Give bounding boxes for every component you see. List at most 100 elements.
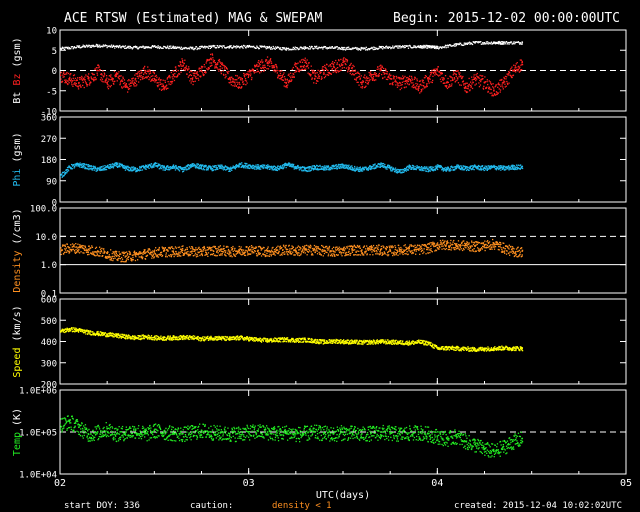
data-point bbox=[78, 328, 80, 331]
series-speed bbox=[60, 327, 524, 352]
data-point bbox=[106, 165, 109, 168]
y-axis-label-phi: Phi (gsm) bbox=[12, 132, 23, 186]
data-point bbox=[398, 45, 401, 48]
panel-speed: 600 500 400 300 200 Speed (km/s) bbox=[12, 296, 627, 391]
y-axis-label-speed: Speed (km/s) bbox=[12, 305, 23, 377]
x-tick-label: 03 bbox=[243, 478, 255, 489]
data-point bbox=[257, 430, 259, 432]
data-point bbox=[200, 165, 203, 168]
data-point bbox=[78, 426, 80, 429]
data-point bbox=[144, 252, 146, 255]
data-point bbox=[427, 246, 429, 249]
data-point bbox=[502, 41, 505, 44]
data-point bbox=[370, 73, 373, 76]
data-point bbox=[417, 45, 420, 48]
data-point bbox=[408, 432, 410, 434]
data-point bbox=[389, 249, 392, 252]
data-point bbox=[313, 339, 316, 342]
data-point bbox=[68, 246, 71, 249]
data-point bbox=[342, 46, 344, 49]
data-point bbox=[323, 249, 325, 252]
data-point bbox=[379, 46, 382, 48]
data-point bbox=[134, 77, 137, 80]
data-point bbox=[191, 250, 194, 253]
data-point bbox=[351, 432, 354, 434]
data-point bbox=[521, 165, 524, 168]
data-point bbox=[455, 165, 458, 168]
data-point bbox=[361, 433, 363, 435]
panel-temp: 1.0E+06 1.0E+05 1.0E+04 Temp (K) bbox=[12, 387, 627, 481]
data-point bbox=[172, 250, 175, 253]
data-point bbox=[210, 249, 212, 252]
data-point bbox=[219, 249, 222, 251]
data-point bbox=[455, 43, 458, 46]
panel-phi: 360 270 180 90 0 Phi (gsm) bbox=[12, 114, 627, 209]
data-point bbox=[370, 165, 373, 168]
data-point bbox=[219, 65, 222, 68]
data-point bbox=[427, 77, 429, 80]
data-point bbox=[266, 431, 269, 433]
data-point bbox=[96, 69, 99, 72]
data-point bbox=[153, 336, 156, 339]
data-point bbox=[417, 248, 420, 251]
y-tick-label: 5 bbox=[52, 47, 57, 57]
data-point bbox=[332, 165, 335, 168]
data-point bbox=[436, 69, 439, 72]
data-point bbox=[361, 81, 363, 84]
data-point bbox=[153, 45, 156, 48]
data-point bbox=[436, 46, 439, 48]
data-point bbox=[68, 165, 71, 168]
data-point bbox=[172, 432, 175, 434]
data-point bbox=[210, 431, 212, 433]
data-point bbox=[125, 166, 127, 169]
data-point bbox=[125, 335, 127, 338]
data-point bbox=[323, 166, 325, 169]
plot-title: ACE RTSW (Estimated) MAG & SWEPAM bbox=[64, 11, 322, 26]
data-point bbox=[483, 447, 486, 450]
series-temp bbox=[60, 415, 524, 458]
y-tick-label: -5 bbox=[46, 87, 57, 97]
data-point bbox=[408, 341, 410, 344]
data-point bbox=[247, 73, 250, 76]
data-point bbox=[342, 164, 344, 167]
data-point bbox=[483, 347, 486, 350]
data-point bbox=[172, 336, 175, 339]
data-point bbox=[455, 73, 458, 76]
data-point bbox=[323, 46, 325, 48]
data-point bbox=[304, 338, 307, 341]
data-point bbox=[361, 47, 363, 50]
data-point bbox=[191, 431, 194, 433]
data-point bbox=[285, 338, 288, 340]
data-point bbox=[87, 165, 90, 168]
data-point bbox=[219, 165, 222, 168]
data-point bbox=[266, 338, 269, 341]
data-point bbox=[389, 77, 392, 80]
data-point bbox=[408, 77, 410, 80]
data-point bbox=[436, 435, 439, 437]
y-tick-label: 1.0E+06 bbox=[19, 387, 57, 397]
data-point bbox=[351, 248, 354, 251]
data-point bbox=[502, 445, 505, 448]
x-axis: 02 03 04 05 UTC(days) bbox=[54, 478, 632, 501]
data-point bbox=[521, 41, 524, 44]
data-point bbox=[96, 168, 99, 170]
data-point bbox=[238, 432, 241, 434]
data-point bbox=[502, 81, 505, 84]
data-point bbox=[483, 244, 486, 246]
data-point bbox=[323, 69, 325, 72]
data-point bbox=[181, 249, 184, 252]
y-axis-label-mag: Bt Bz (gsm) bbox=[12, 37, 23, 103]
panel-mag: 10 5 0 -5 -10 Bt Bz (gsm) bbox=[12, 27, 627, 118]
data-point bbox=[115, 334, 118, 336]
data-point bbox=[266, 46, 269, 48]
created-time: created: 2015-12-04 10:02:02UTC bbox=[454, 501, 622, 511]
data-point bbox=[172, 73, 175, 76]
data-point bbox=[521, 250, 524, 253]
data-point bbox=[304, 61, 307, 64]
data-point bbox=[445, 346, 448, 349]
data-point bbox=[483, 81, 486, 84]
data-point bbox=[247, 431, 250, 433]
y-tick-label: 0 bbox=[52, 67, 57, 77]
data-point bbox=[417, 431, 420, 433]
data-point bbox=[361, 341, 363, 343]
